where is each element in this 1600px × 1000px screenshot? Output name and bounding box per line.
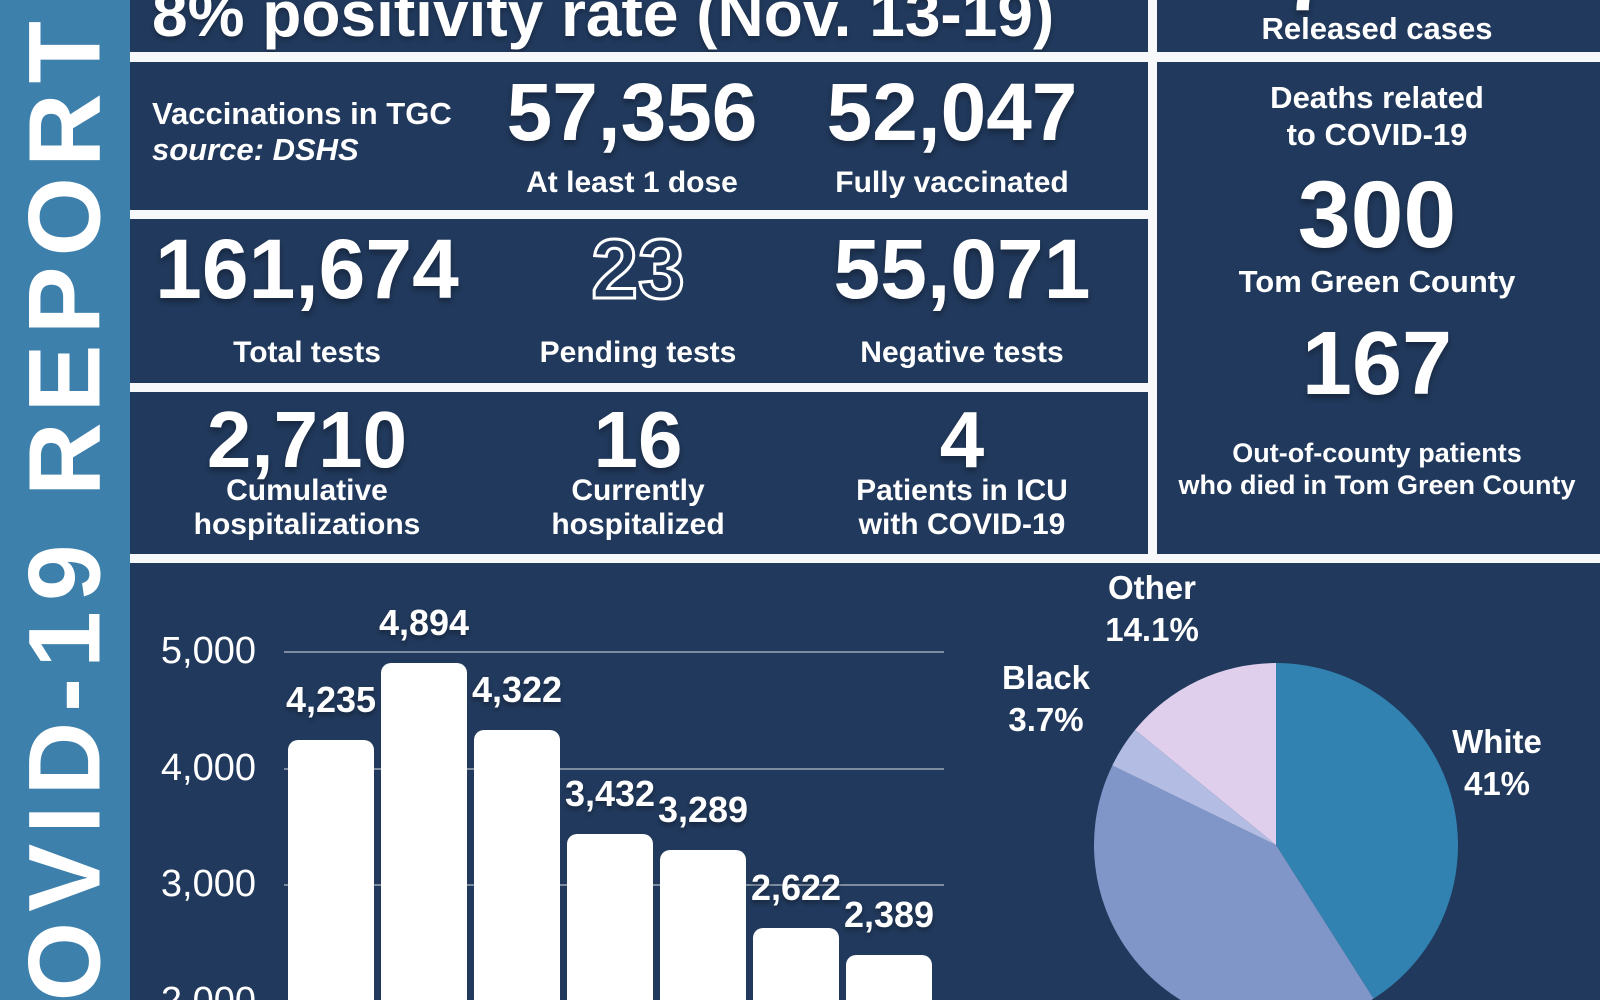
divider-bottom bbox=[130, 554, 1600, 563]
y-axis-tick-label: 4,000 bbox=[160, 746, 256, 789]
deaths-tgc-label: Tom Green County bbox=[1238, 264, 1516, 299]
pie-label-black-pct: 3.7% bbox=[1008, 701, 1084, 738]
at-least-1-dose-value: 57,356 bbox=[506, 67, 758, 158]
icu-line2: with COVID-19 bbox=[858, 508, 1066, 541]
bar bbox=[567, 833, 653, 1000]
pie-label-other-name: Other bbox=[1107, 569, 1197, 606]
bar-value-label: 4,322 bbox=[471, 668, 563, 710]
released-cases-value-partial: 7 bbox=[1284, 0, 1332, 24]
out-of-county-line1: Out-of-county patients bbox=[1232, 438, 1522, 468]
pending-tests-label: Pending tests bbox=[539, 336, 737, 369]
bar bbox=[846, 955, 932, 1000]
bar-value-label: 4,235 bbox=[285, 679, 377, 721]
icu-patients-label: Patients in ICU with COVID-19 bbox=[856, 474, 1068, 542]
pie-slice-white bbox=[1276, 663, 1459, 999]
pie-label-white-name: White bbox=[1452, 723, 1542, 760]
pie-label-black: Black 3.7% bbox=[1002, 657, 1090, 741]
total-tests-label: Total tests bbox=[233, 336, 381, 369]
bar-value-label: 3,432 bbox=[564, 772, 656, 814]
at-least-1-dose-label: At least 1 dose bbox=[526, 166, 738, 199]
icu-line1: Patients in ICU bbox=[856, 474, 1068, 507]
pie-label-black-name: Black bbox=[1001, 659, 1091, 696]
out-of-county-line2: who died in Tom Green County bbox=[1178, 470, 1576, 500]
pie-slice-unlabeled bbox=[1094, 765, 1374, 1000]
y-axis-tick-label: 5,000 bbox=[160, 630, 256, 672]
currently-hospitalized-label: Currently hospitalized bbox=[551, 474, 724, 542]
cumulative-hospitalizations-value: 2,710 bbox=[206, 395, 408, 484]
bar-gridline bbox=[284, 767, 944, 770]
deaths-out-of-county-label: Out-of-county patients who died in Tom G… bbox=[1179, 437, 1576, 501]
bar bbox=[660, 850, 746, 1000]
deaths-title-line1: Deaths related bbox=[1270, 80, 1484, 115]
divider-row2 bbox=[130, 383, 1148, 392]
vaccinations-in-tgc-label: Vaccinations in TGC bbox=[152, 96, 452, 131]
pie-label-other-pct: 14.1% bbox=[1105, 611, 1199, 648]
pie-slice-other bbox=[1135, 663, 1276, 845]
bar-value-label: 2,389 bbox=[843, 894, 935, 936]
deaths-title-line2: to COVID-19 bbox=[1286, 117, 1468, 152]
bar bbox=[753, 928, 839, 1000]
currently-line2: hospitalized bbox=[551, 508, 725, 541]
bar-gridline bbox=[284, 651, 944, 653]
sidebar: COVID-19 REPORT bbox=[0, 0, 130, 1000]
fully-vaccinated-value: 52,047 bbox=[826, 67, 1078, 158]
fully-vaccinated-label: Fully vaccinated bbox=[835, 166, 1069, 199]
bar-value-label: 3,289 bbox=[657, 789, 749, 831]
y-axis-tick-label: 3,000 bbox=[160, 863, 256, 905]
deaths-out-of-county-value: 167 bbox=[1301, 314, 1453, 414]
total-tests-value: 161,674 bbox=[155, 222, 459, 316]
divider-row1 bbox=[130, 210, 1148, 219]
currently-hospitalized-value: 16 bbox=[593, 395, 683, 484]
cumulative-hospitalizations-label: Cumulative hospitalizations bbox=[194, 474, 421, 542]
divider-top bbox=[130, 52, 1600, 62]
pie-label-white-pct: 41% bbox=[1463, 765, 1531, 802]
bar bbox=[288, 740, 374, 1000]
negative-tests-value: 55,071 bbox=[833, 222, 1091, 316]
cumulative-line2: hospitalizations bbox=[193, 508, 421, 541]
divider-vertical bbox=[1148, 0, 1157, 563]
currently-line1: Currently bbox=[571, 474, 705, 507]
bar bbox=[474, 729, 560, 1000]
cumulative-line1: Cumulative bbox=[226, 474, 388, 507]
pie-label-white: White 41% bbox=[1452, 721, 1542, 805]
deaths-title: Deaths related to COVID-19 bbox=[1270, 79, 1484, 153]
bar-gridline bbox=[284, 884, 944, 886]
vaccinations-source: source: DSHS bbox=[152, 132, 359, 167]
positivity-rate-headline: 8% positivity rate (Nov. 13-19) bbox=[152, 0, 1055, 50]
released-cases-label: Released cases bbox=[1261, 11, 1493, 46]
icu-patients-value: 4 bbox=[939, 395, 985, 484]
report-vertical-title: COVID-19 REPORT bbox=[7, 11, 122, 1000]
vaccinations-source-label: Vaccinations in TGC source: DSHS bbox=[152, 96, 452, 168]
pie-chart bbox=[1094, 663, 1459, 1000]
bar-value-label: 2,622 bbox=[750, 867, 842, 909]
bar-value-label: 4,894 bbox=[378, 602, 470, 644]
pie-slice-black bbox=[1112, 729, 1276, 845]
pie-label-other: Other 14.1% bbox=[1105, 567, 1199, 651]
y-axis-tick-label: 2,000 bbox=[130, 979, 256, 1000]
deaths-tgc-value: 300 bbox=[1297, 162, 1457, 268]
bar bbox=[381, 663, 467, 1000]
negative-tests-label: Negative tests bbox=[860, 336, 1064, 369]
pending-tests-value: 23 bbox=[590, 222, 686, 316]
